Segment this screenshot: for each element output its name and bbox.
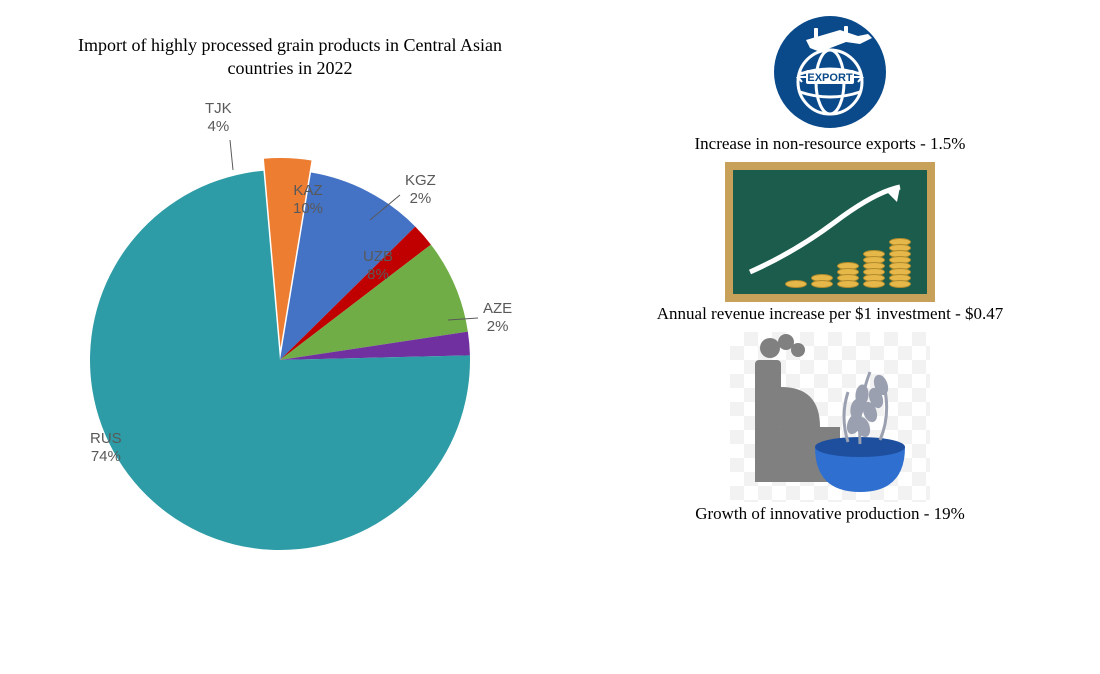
chart-title: Import of highly processed grain product… [60, 34, 520, 79]
export-globe-icon: EXPORT [770, 12, 890, 132]
metric-growth-text: Annual revenue increase per $1 investmen… [657, 304, 1004, 324]
metrics-panel: EXPORT Increase in non-resource exports … [560, 0, 1100, 674]
metric-production: Growth of innovative production - 19% [695, 332, 965, 524]
pie-svg [45, 110, 515, 580]
page: Import of highly processed grain product… [0, 0, 1100, 674]
svg-text:EXPORT: EXPORT [807, 72, 853, 84]
chart-panel: Import of highly processed grain product… [0, 0, 560, 674]
metric-export: EXPORT Increase in non-resource exports … [695, 12, 966, 154]
metric-export-text: Increase in non-resource exports - 1.5% [695, 134, 966, 154]
metric-growth: Annual revenue increase per $1 investmen… [657, 162, 1004, 324]
metric-production-text: Growth of innovative production - 19% [695, 504, 965, 524]
pie-chart: TJK4%KAZ10%KGZ2%UZB8%AZE2%RUS74% [45, 110, 515, 580]
growth-chart-icon [725, 162, 935, 302]
grain-production-icon [730, 332, 930, 502]
